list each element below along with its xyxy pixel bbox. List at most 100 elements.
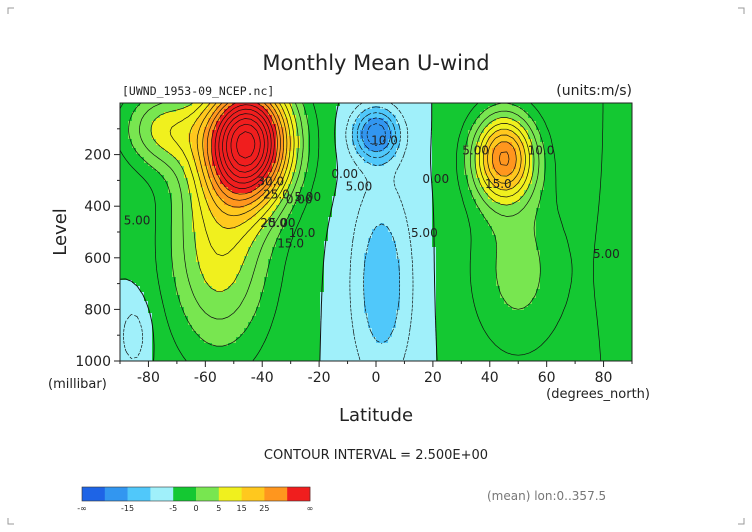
field-cell <box>624 145 629 149</box>
field-cell <box>436 175 441 179</box>
field-cell <box>452 208 457 212</box>
field-cell <box>616 175 621 179</box>
field-cell <box>368 151 373 155</box>
field-cell <box>272 106 277 110</box>
field-cell <box>260 190 265 194</box>
field-cell <box>384 175 389 179</box>
field-cell <box>544 190 549 194</box>
field-cell <box>308 142 313 146</box>
field-cell <box>212 106 217 110</box>
field-cell <box>448 160 453 164</box>
field-cell <box>476 124 481 128</box>
field-cell <box>528 106 533 110</box>
field-cell <box>300 181 305 185</box>
field-cell <box>488 109 493 113</box>
field-cell <box>508 166 513 170</box>
field-cell <box>280 136 285 140</box>
field-cell <box>396 211 401 215</box>
field-cell <box>300 217 305 221</box>
field-cell <box>132 199 137 203</box>
field-cell <box>364 139 369 143</box>
field-cell <box>264 175 269 179</box>
field-cell <box>136 160 141 164</box>
field-cell <box>580 127 585 131</box>
field-cell <box>364 136 369 140</box>
field-cell <box>272 103 277 107</box>
field-cell <box>240 109 245 113</box>
field-cell <box>356 181 361 185</box>
field-cell <box>388 208 393 212</box>
field-cell <box>556 208 561 212</box>
field-cell <box>192 127 197 131</box>
field-cell <box>164 172 169 176</box>
field-cell <box>580 202 585 206</box>
field-cell <box>500 190 505 194</box>
field-cell <box>452 202 457 206</box>
field-cell <box>512 157 517 161</box>
field-cell <box>608 103 613 107</box>
field-cell <box>592 151 597 155</box>
field-cell <box>248 211 253 215</box>
field-cell <box>612 130 617 134</box>
field-cell <box>576 103 581 107</box>
field-cell <box>160 106 165 110</box>
field-cell <box>136 109 141 113</box>
field-cell <box>200 205 205 209</box>
field-cell <box>560 139 565 143</box>
field-cell <box>456 184 461 188</box>
field-cell <box>288 160 293 164</box>
field-cell <box>444 181 449 185</box>
field-cell <box>472 175 477 179</box>
field-cell <box>384 133 389 137</box>
field-cell <box>380 196 385 200</box>
field-cell <box>580 130 585 134</box>
field-cell <box>480 157 485 161</box>
field-cell <box>120 121 125 125</box>
field-cell <box>432 121 437 125</box>
field-cell <box>400 148 405 152</box>
field-cell <box>212 139 217 143</box>
field-cell <box>180 139 185 143</box>
field-cell <box>144 154 149 158</box>
field-cell <box>196 202 201 206</box>
field-cell <box>568 214 573 218</box>
field-cell <box>548 205 553 209</box>
field-cell <box>128 199 133 203</box>
field-cell <box>624 187 629 191</box>
field-cell <box>136 211 141 215</box>
field-cell <box>576 127 581 131</box>
field-cell <box>120 127 125 131</box>
field-cell <box>348 124 353 128</box>
field-cell <box>348 118 353 122</box>
field-cell <box>124 163 129 167</box>
field-cell <box>156 205 161 209</box>
field-cell <box>608 157 613 161</box>
field-cell <box>216 115 221 119</box>
field-cell <box>324 211 329 215</box>
field-cell <box>124 151 129 155</box>
field-cell <box>208 217 213 221</box>
field-cell <box>392 190 397 194</box>
field-cell <box>392 187 397 191</box>
field-cell <box>440 184 445 188</box>
field-cell <box>144 181 149 185</box>
field-cell <box>256 142 261 146</box>
field-cell <box>152 166 157 170</box>
field-cell <box>472 196 477 200</box>
field-cell <box>500 130 505 134</box>
field-cell <box>480 136 485 140</box>
field-cell <box>472 208 477 212</box>
field-cell <box>136 178 141 182</box>
field-cell <box>440 202 445 206</box>
field-cell <box>292 172 297 176</box>
field-cell <box>180 160 185 164</box>
field-cell <box>556 181 561 185</box>
field-cell <box>508 136 513 140</box>
field-cell <box>448 151 453 155</box>
field-cell <box>176 214 181 218</box>
field-cell <box>412 190 417 194</box>
field-cell <box>220 166 225 170</box>
field-cell <box>592 190 597 194</box>
field-cell <box>468 112 473 116</box>
field-cell <box>564 139 569 143</box>
